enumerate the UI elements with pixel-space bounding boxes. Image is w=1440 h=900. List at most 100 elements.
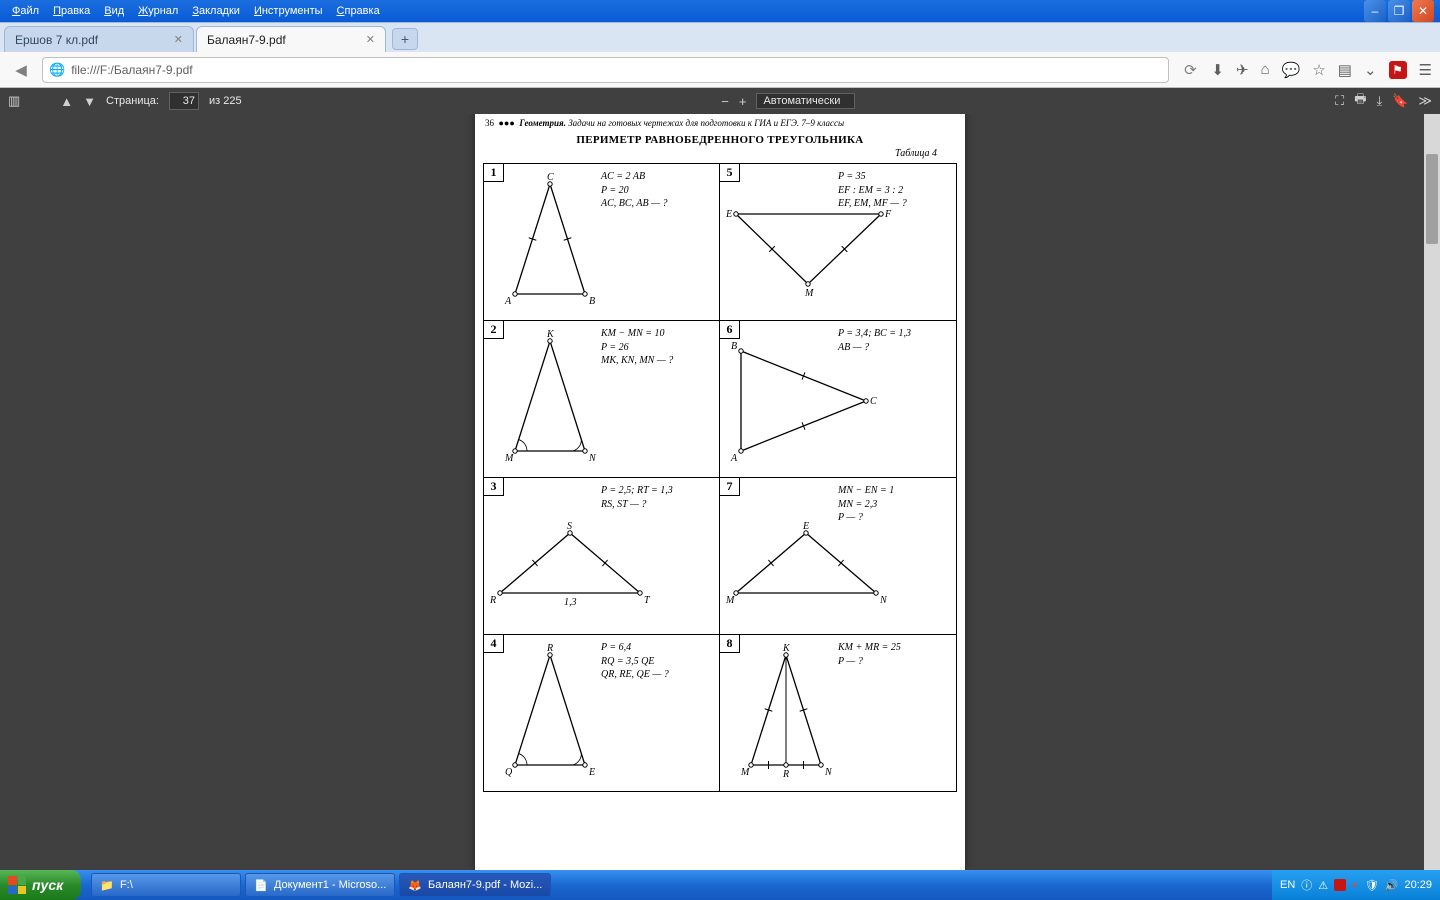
sidebar-toggle-icon[interactable]: ▥ [8,93,20,109]
page-up-icon[interactable]: ▲ [60,94,73,109]
svg-text:S: S [567,521,572,532]
svg-text:R: R [546,643,553,654]
tray-avira-icon[interactable] [1334,879,1346,891]
home-icon[interactable]: ⌂ [1261,61,1270,78]
page-down-icon[interactable]: ▼ [83,94,96,109]
tray-icon[interactable]: 🛡 [1365,879,1379,892]
start-button[interactable]: пуск [0,870,81,900]
tray-icon[interactable]: ◐ [1352,879,1359,891]
fullscreen-icon[interactable]: ⛶ [1335,93,1344,109]
print-icon[interactable]: 🖶 [1354,90,1366,112]
bookmark-pdf-icon[interactable]: 🔖 [1392,93,1408,109]
svg-text:M: M [725,595,735,606]
taskbar-button[interactable]: 🦊 Балаян7-9.pdf - Mozi... [399,873,551,897]
page-subtitle: Таблица 4 [475,148,965,163]
page-header: 36 ●●● Геометрия. Задачи на готовых черт… [475,114,965,130]
page-label: Страница: [106,95,159,107]
nav-toolbar: ◀ 🌐 file:///F:/Балаян7-9.pdf ⟳ ⬇ ✈ ⌂ 💬 ☆… [0,52,1440,88]
svg-text:E: E [802,521,809,532]
bookmark-icon[interactable]: ☆ [1312,61,1325,79]
page-title: ПЕРИМЕТР РАВНОБЕДРЕННОГО ТРЕУГОЛЬНИКА [475,130,965,148]
svg-text:R: R [489,595,496,606]
page-total: из 225 [209,95,242,107]
problem-cell-4: 4P = 6,4RQ = 3,5 QEQR, RE, QE — ?QER [484,635,720,791]
taskbar-app-label: F:\ [120,879,133,891]
tools-icon[interactable]: ≫ [1418,93,1432,109]
taskbar-button[interactable]: 📁 F:\ [91,873,241,897]
maximize-button[interactable]: ❐ [1388,0,1410,22]
menu-view[interactable]: Вид [98,3,130,19]
taskbar-app-icon: 📄 [254,879,268,892]
problem-cell-7: 7MN − EN = 1MN = 2,3P — ?MNE [720,478,956,634]
minimize-button[interactable]: – [1364,0,1386,22]
taskbar-app-label: Балаян7-9.pdf - Mozi... [428,879,542,891]
svg-text:C: C [870,396,877,407]
taskbar-app-label: Документ1 - Microso... [274,879,386,891]
tab-ershov[interactable]: Ершов 7 кл.pdf ✕ [4,26,194,52]
tray-icon[interactable]: ⚠ [1318,879,1328,892]
svg-text:R: R [782,769,789,780]
taskbar-app-icon: 🦊 [408,879,422,892]
vertical-scrollbar[interactable] [1424,114,1440,870]
problem-cell-6: 6P = 3,4; BC = 1,3AB — ?ABC [720,321,956,477]
pdf-viewer: 36 ●●● Геометрия. Задачи на готовых черт… [0,114,1440,870]
toolbar-icons: ⬇ ✈ ⌂ 💬 ☆ ▤ ⌄ ⚑ ☰ [1211,61,1432,79]
tab-label: Ершов 7 кл.pdf [15,33,98,47]
menu-help[interactable]: Справка [331,3,386,19]
zoom-mode-dropdown[interactable]: Автоматически [756,93,855,109]
menu-history[interactable]: Журнал [132,3,184,19]
download-icon[interactable]: ⬇ [1211,61,1224,79]
tab-balayan[interactable]: Балаян7-9.pdf ✕ [196,26,386,52]
send-icon[interactable]: ✈ [1236,61,1249,79]
tab-bar: Ершов 7 кл.pdf ✕ Балаян7-9.pdf ✕ + [0,22,1440,52]
zoom-out-icon[interactable]: − [721,94,729,109]
zoom-in-icon[interactable]: + [739,94,747,109]
url-bar[interactable]: 🌐 file:///F:/Балаян7-9.pdf [42,57,1169,83]
svg-text:N: N [588,453,597,464]
svg-text:A: A [504,296,512,307]
language-indicator[interactable]: EN [1280,879,1295,891]
list-icon[interactable]: ▤ [1338,61,1352,79]
taskbar-button[interactable]: 📄 Документ1 - Microso... [245,873,395,897]
close-tab-icon[interactable]: ✕ [366,33,375,46]
svg-text:N: N [879,595,888,606]
pdf-toolbar: ▥ ▲ ▼ Страница: из 225 − + Автоматически… [0,88,1440,114]
menu-bookmarks[interactable]: Закладки [186,3,246,19]
new-tab-button[interactable]: + [392,28,418,50]
tray-icon[interactable]: ⓘ [1301,877,1312,893]
svg-text:B: B [731,341,737,352]
problem-grid: 1AC = 2 ABP = 20AC, BC, AB — ?ABC5P = 35… [483,163,957,792]
back-button[interactable]: ◀ [8,57,34,83]
save-icon[interactable]: ⤓ [1376,93,1382,109]
problem-cell-3: 3P = 2,5; RT = 1,3RS, ST — ?RTS1,3 [484,478,720,634]
reload-button[interactable]: ⟳ [1177,57,1203,83]
svg-text:Q: Q [505,767,513,778]
page-number-input[interactable] [169,92,199,110]
menu-file[interactable]: Файл [6,3,45,19]
pdf-page: 36 ●●● Геометрия. Задачи на готовых черт… [475,114,965,870]
globe-icon: 🌐 [49,62,65,78]
menu-tools[interactable]: Инструменты [248,3,329,19]
tab-label: Балаян7-9.pdf [207,33,286,47]
scrollbar-thumb[interactable] [1426,154,1438,244]
header-rest: Задачи на готовых чертежах для подготовк… [568,118,844,128]
close-button[interactable]: ✕ [1412,0,1434,22]
svg-text:1,3: 1,3 [564,597,577,608]
pocket-icon[interactable]: ⌄ [1364,61,1377,79]
svg-text:B: B [589,296,595,307]
avira-icon[interactable]: ⚑ [1389,61,1407,79]
svg-text:F: F [884,209,892,220]
menu-icon[interactable]: ☰ [1419,61,1432,79]
taskbar-app-icon: 📁 [100,879,114,892]
menu-edit[interactable]: Правка [47,3,96,19]
tray-volume-icon[interactable]: 🔊 [1385,879,1399,892]
chat-icon[interactable]: 💬 [1282,61,1301,79]
svg-text:M: M [504,453,514,464]
menu-bar: Файл Правка Вид Журнал Закладки Инструме… [0,0,1440,22]
clock[interactable]: 20:29 [1404,879,1432,891]
svg-text:K: K [546,329,555,340]
problem-cell-2: 2KM − MN = 10P = 26MK, KN, MN — ?MNK [484,321,720,477]
svg-text:M: M [740,767,750,778]
svg-text:C: C [547,172,554,183]
close-tab-icon[interactable]: ✕ [174,33,183,46]
